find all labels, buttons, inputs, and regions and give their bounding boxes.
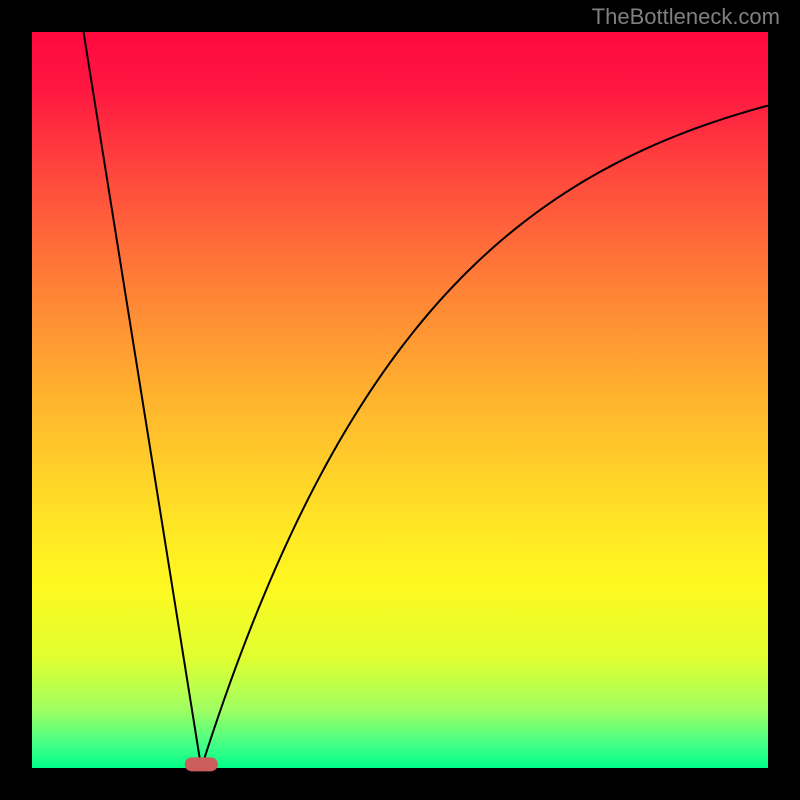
bottleneck-marker: [185, 757, 218, 771]
chart-svg: [0, 0, 800, 800]
watermark-text: TheBottleneck.com: [592, 4, 780, 30]
chart-stage: TheBottleneck.com: [0, 0, 800, 800]
